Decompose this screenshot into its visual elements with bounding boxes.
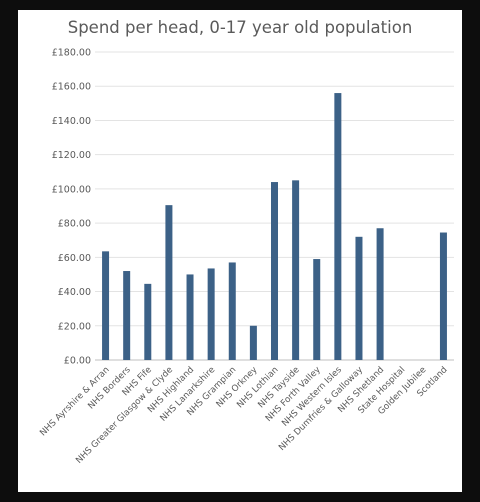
chart-title: Spend per head, 0-17 year old population xyxy=(67,18,413,37)
bar xyxy=(249,325,257,360)
y-tick-label: £100.00 xyxy=(52,184,91,195)
y-tick-label: £0.00 xyxy=(64,356,91,367)
y-tick-label: £40.00 xyxy=(58,287,91,298)
bar xyxy=(355,236,363,360)
y-tick-label: £60.00 xyxy=(58,253,91,264)
y-tick-label: £140.00 xyxy=(52,116,91,127)
bar xyxy=(144,283,152,360)
bar xyxy=(376,228,384,360)
bar xyxy=(123,271,131,360)
y-tick-label: £160.00 xyxy=(52,82,91,93)
bar xyxy=(313,259,321,360)
bar-chart: £0.00 £20.00 £40.00 £60.00 £80.00 £100.00 £120… xyxy=(38,48,454,466)
chart-panel: Spend per head, 0-17 year old population… xyxy=(18,10,462,492)
bar xyxy=(228,262,236,360)
bar xyxy=(334,93,342,361)
y-tick-label: £180.00 xyxy=(52,48,91,59)
bar xyxy=(271,182,278,360)
bar xyxy=(102,251,110,360)
bar xyxy=(165,205,173,360)
bar xyxy=(186,274,194,360)
y-tick-label: £80.00 xyxy=(58,219,91,230)
bar xyxy=(439,232,447,360)
bar xyxy=(292,180,300,360)
y-tick-label: £120.00 xyxy=(52,150,91,161)
bar xyxy=(207,268,215,360)
y-tick-label: £20.00 xyxy=(58,321,91,332)
